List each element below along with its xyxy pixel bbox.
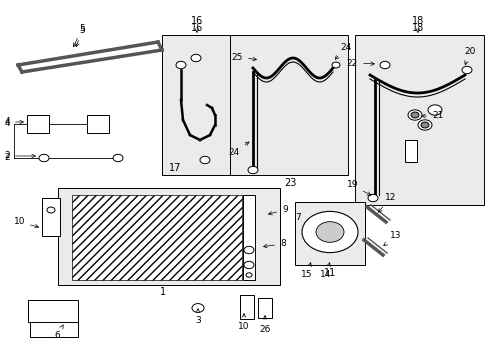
Text: 21: 21 bbox=[421, 112, 443, 121]
Circle shape bbox=[113, 154, 123, 162]
Bar bbox=[258, 298, 271, 318]
Circle shape bbox=[244, 246, 253, 254]
Circle shape bbox=[302, 211, 357, 253]
Circle shape bbox=[461, 66, 471, 74]
Circle shape bbox=[47, 207, 55, 213]
Circle shape bbox=[379, 61, 389, 69]
Circle shape bbox=[191, 54, 201, 62]
Circle shape bbox=[39, 154, 49, 162]
Bar bbox=[27, 115, 49, 133]
Text: 23: 23 bbox=[283, 178, 296, 188]
Text: 18: 18 bbox=[411, 23, 423, 33]
Text: 20: 20 bbox=[463, 48, 474, 65]
Text: 3: 3 bbox=[195, 309, 201, 325]
Text: 6: 6 bbox=[54, 325, 63, 340]
Text: 11: 11 bbox=[323, 268, 335, 278]
Circle shape bbox=[331, 62, 339, 68]
Text: 8: 8 bbox=[263, 239, 285, 248]
Bar bbox=[162, 35, 232, 175]
Bar bbox=[30, 322, 78, 337]
Text: 16: 16 bbox=[190, 16, 203, 32]
Text: 18: 18 bbox=[411, 16, 423, 32]
Text: 16: 16 bbox=[190, 23, 203, 33]
Text: 24: 24 bbox=[335, 42, 350, 59]
Circle shape bbox=[427, 105, 441, 115]
Circle shape bbox=[410, 112, 418, 118]
Circle shape bbox=[417, 120, 431, 130]
Text: 13: 13 bbox=[383, 231, 401, 246]
Bar bbox=[42, 198, 60, 236]
Bar bbox=[243, 195, 254, 280]
Text: 17: 17 bbox=[168, 163, 181, 173]
Circle shape bbox=[420, 122, 428, 128]
Text: 15: 15 bbox=[301, 263, 312, 279]
Circle shape bbox=[367, 194, 377, 202]
Text: 24: 24 bbox=[228, 142, 248, 157]
Circle shape bbox=[192, 303, 203, 312]
Circle shape bbox=[176, 61, 185, 69]
Text: 25: 25 bbox=[231, 53, 256, 62]
Text: 12: 12 bbox=[378, 193, 396, 212]
Text: 1: 1 bbox=[160, 287, 166, 297]
Text: 4: 4 bbox=[4, 117, 23, 126]
Text: 4: 4 bbox=[4, 120, 10, 129]
Text: 26: 26 bbox=[259, 316, 270, 334]
Bar bbox=[229, 35, 347, 175]
Text: 5: 5 bbox=[76, 26, 85, 47]
Text: 9: 9 bbox=[268, 206, 287, 215]
Text: 2: 2 bbox=[4, 153, 10, 162]
Bar bbox=[404, 140, 416, 162]
Bar bbox=[240, 295, 253, 319]
Text: 22: 22 bbox=[346, 58, 374, 68]
Circle shape bbox=[315, 222, 343, 242]
Bar bbox=[28, 300, 78, 322]
Bar bbox=[72, 195, 242, 280]
Bar bbox=[87, 115, 109, 133]
Circle shape bbox=[407, 110, 421, 120]
Circle shape bbox=[200, 156, 209, 164]
Circle shape bbox=[244, 261, 253, 269]
Text: 19: 19 bbox=[346, 180, 370, 195]
Text: 10: 10 bbox=[14, 217, 39, 228]
Bar bbox=[294, 202, 364, 265]
Circle shape bbox=[245, 273, 251, 277]
Text: 7: 7 bbox=[294, 213, 300, 222]
Text: 5: 5 bbox=[73, 24, 85, 47]
Bar bbox=[354, 35, 483, 205]
Text: 2: 2 bbox=[4, 152, 35, 161]
Bar bbox=[58, 188, 280, 285]
Text: 14: 14 bbox=[320, 263, 331, 279]
Circle shape bbox=[247, 166, 258, 174]
Text: 10: 10 bbox=[238, 314, 249, 331]
